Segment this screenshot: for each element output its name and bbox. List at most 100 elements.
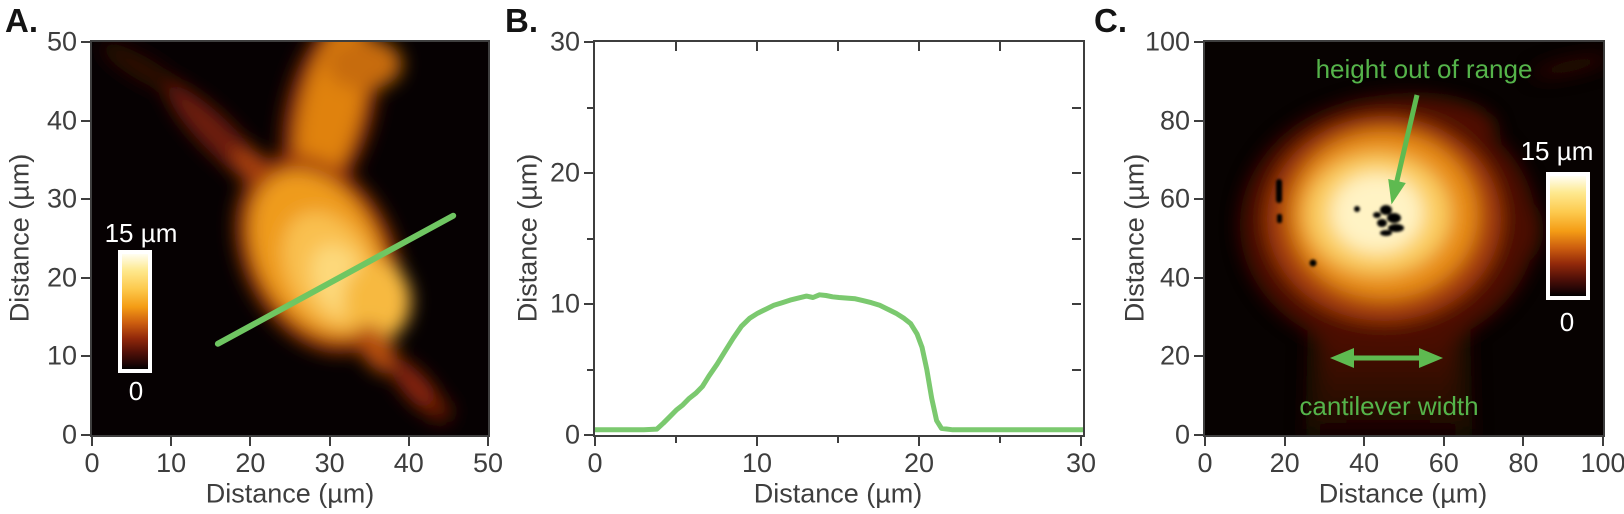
y-tick: [584, 172, 593, 174]
height-profile-curve: [595, 292, 1083, 433]
x-tick: [594, 437, 596, 446]
y-tick-label: 20: [549, 157, 580, 188]
panel-b-y-axis-label: Distance (µm): [512, 153, 543, 323]
top-inner-tick: [837, 42, 839, 51]
panel-c-x-axis-label: Distance (µm): [1318, 478, 1488, 509]
panel-a-colorbar-max-label: 15 µm: [104, 218, 178, 248]
y-tick-label: 60: [1159, 183, 1190, 214]
y-tick: [1194, 434, 1203, 436]
y-tick: [1194, 355, 1203, 358]
x-tick-label: 30: [1065, 448, 1097, 478]
y-tick-label: 40: [46, 105, 77, 136]
panel-c-colorbar: [1546, 172, 1590, 300]
panel-b-x-axis-label: Distance (µm): [753, 478, 923, 509]
y-tick-label: 40: [1159, 262, 1190, 293]
x-tick-label: 20: [1269, 448, 1300, 478]
panel-c-colorbar-max-label: 15 µm: [1520, 136, 1594, 166]
panel-c-y-axis-label: Distance (µm): [1119, 153, 1150, 323]
panel-c-colorbar-min-label: 0: [1559, 307, 1575, 337]
x-tick-label: 30: [314, 448, 345, 478]
x-tick: [1363, 437, 1366, 446]
y-tick: [81, 198, 90, 201]
x-tick-label: 60: [1428, 448, 1459, 478]
panel-a-colorbar: [118, 250, 152, 373]
y-tick-label: 20: [46, 262, 77, 293]
y-tick-label: 0: [61, 419, 77, 450]
top-inner-tick: [675, 42, 677, 51]
x-tick: [1204, 437, 1206, 446]
x-minor-tick: [999, 437, 1001, 443]
panel-c-heatmap-image: [1205, 42, 1603, 435]
x-tick-label: 80: [1508, 448, 1539, 478]
x-tick: [1602, 437, 1604, 446]
y-tick-label: 0: [1174, 419, 1190, 450]
y-tick-label: 30: [549, 26, 580, 57]
x-tick: [487, 437, 489, 446]
top-inner-tick: [918, 42, 920, 51]
heatmap-a-cell-blobs: [101, 42, 452, 423]
panel-a-letter: A.: [5, 2, 38, 39]
y-tick: [1194, 276, 1203, 279]
panel-a-heatmap-plot: 15 µm 0: [90, 40, 490, 437]
annotation-arrows: [1330, 94, 1443, 368]
panel-c-letter: C.: [1094, 2, 1127, 39]
y-tick-label: 30: [46, 183, 77, 214]
y-tick: [1194, 198, 1203, 201]
panel-a-y-axis-label: Distance (µm): [4, 153, 35, 323]
panel-b-letter: B.: [505, 2, 538, 39]
x-tick-label: 50: [472, 448, 504, 478]
panel-b-curve-svg: [595, 292, 1083, 433]
x-tick: [918, 437, 920, 446]
x-tick-label: 40: [393, 448, 424, 478]
y-minor-tick: [587, 106, 593, 109]
y-tick: [81, 276, 90, 279]
y-tick-label: 10: [549, 288, 580, 319]
y-tick: [81, 41, 90, 43]
right-inner-tick: [1072, 368, 1081, 371]
x-tick-label: 20: [903, 448, 935, 478]
y-minor-tick: [587, 368, 593, 371]
x-tick: [1283, 437, 1286, 446]
y-tick: [584, 303, 593, 305]
y-tick: [1194, 119, 1203, 122]
y-tick: [584, 434, 593, 436]
profile-section-line: [214, 212, 457, 347]
x-tick: [91, 437, 93, 446]
y-tick: [1194, 41, 1203, 43]
cantilever-width-arrowhead-right: [1419, 348, 1443, 368]
right-inner-tick: [1072, 303, 1081, 305]
y-tick: [81, 119, 90, 122]
y-tick: [81, 434, 90, 436]
x-tick: [1080, 437, 1082, 446]
x-tick-label: 0: [1197, 448, 1213, 478]
x-tick-label: 20: [235, 448, 266, 478]
x-tick: [328, 437, 331, 446]
y-tick: [584, 41, 593, 43]
x-tick-label: 40: [1349, 448, 1380, 478]
y-tick-label: 80: [1159, 105, 1190, 136]
height-out-of-range-label: height out of range: [1315, 54, 1533, 84]
height-out-of-range-arrowhead: [1388, 179, 1406, 205]
x-tick: [1442, 437, 1445, 446]
x-tick-label: 0: [587, 448, 603, 478]
x-tick-label: 100: [1580, 448, 1624, 478]
height-out-of-range-arrow: [1393, 94, 1420, 186]
y-tick-label: 100: [1144, 26, 1190, 57]
y-tick-label: 10: [46, 340, 77, 371]
y-tick: [81, 355, 90, 358]
top-inner-tick: [999, 42, 1001, 51]
y-tick-label: 0: [564, 419, 580, 450]
x-tick-label: 10: [156, 448, 187, 478]
height-out-of-range-specks: [1276, 179, 1404, 267]
y-tick-label: 50: [46, 26, 77, 57]
right-inner-tick: [1072, 106, 1081, 109]
x-tick: [1522, 437, 1525, 446]
x-tick-label: 0: [84, 448, 100, 478]
panel-b-profile-plot: [593, 40, 1085, 437]
top-inner-tick: [756, 42, 758, 51]
x-tick: [249, 437, 252, 446]
panel-a-heatmap-image: [92, 42, 488, 435]
x-tick: [756, 437, 758, 446]
x-tick: [170, 437, 173, 446]
